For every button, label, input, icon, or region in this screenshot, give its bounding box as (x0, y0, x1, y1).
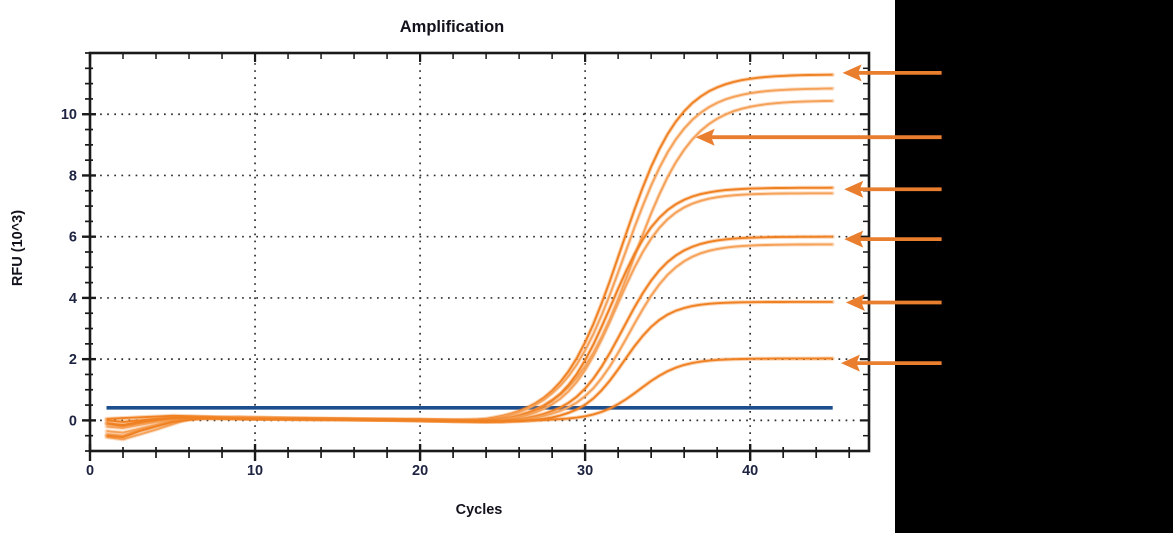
x-tick-label: 30 (577, 463, 593, 479)
plot-frame (88, 51, 871, 453)
plot-layer: 0 10 20 30 40 0 2 4 6 8 10 (61, 51, 871, 479)
y-tick-label: 6 (69, 230, 77, 246)
x-tick-label: 0 (86, 463, 94, 479)
x-tick-label: 40 (742, 463, 758, 479)
amplification-curve-trace-2 (106, 87, 833, 437)
trace-1-halo (104, 72, 835, 429)
y-tick-label: 0 (69, 413, 77, 429)
chart-title: Amplification (400, 18, 505, 36)
arrow-6-head-icon (840, 354, 860, 372)
arrow-1-head-icon (842, 64, 862, 82)
y-axis-label: RFU (10^3) (10, 210, 26, 286)
trace-3-halo (104, 98, 835, 442)
amplification-curve-trace-3 (106, 99, 833, 441)
y-tick-label: 8 (69, 168, 77, 184)
black-panel (895, 0, 1173, 533)
x-tick-label: 20 (412, 463, 428, 479)
arrow-3-head-icon (844, 180, 864, 198)
trace-9-halo (104, 356, 835, 440)
trace-2-halo (104, 86, 835, 438)
annotation-layer (695, 0, 1173, 533)
y-tick-label: 10 (61, 107, 77, 123)
trace-5-halo (104, 191, 835, 431)
amplification-curve-trace-1 (106, 73, 833, 428)
amplification-curve-trace-5 (106, 192, 833, 429)
amplification-curve-trace-9 (106, 357, 833, 439)
arrow-4-head-icon (844, 230, 864, 248)
trace-6-halo (104, 234, 835, 424)
arrow-2-head-icon (695, 128, 715, 146)
arrow-5-head-icon (845, 294, 865, 312)
y-tick-label: 4 (69, 291, 77, 307)
amplification-curve-trace-7 (106, 243, 833, 434)
x-tick-label: 10 (247, 463, 263, 479)
amplification-curve-trace-6 (106, 235, 833, 423)
x-axis-label: Cycles (456, 502, 503, 518)
y-tick-label: 2 (69, 352, 77, 368)
trace-7-halo (104, 242, 835, 435)
